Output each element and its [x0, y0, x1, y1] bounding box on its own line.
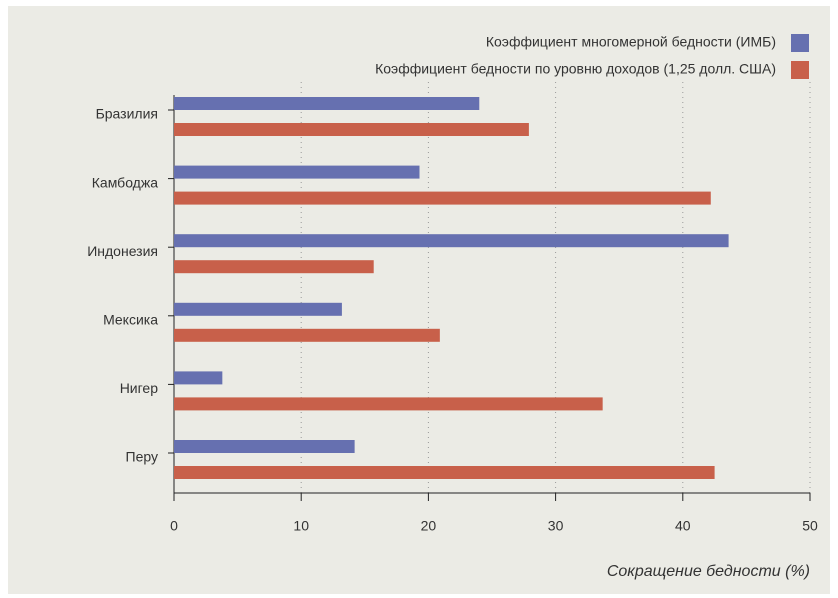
x-tick-label: 50 [802, 518, 818, 534]
legend-swatch [791, 61, 809, 79]
y-tick-label: Перу [126, 449, 158, 465]
y-tick-label: Камбоджа [92, 174, 158, 190]
bar [174, 234, 729, 248]
chart-background [8, 6, 830, 594]
bar [174, 97, 480, 110]
legend-label: Коэффициент многомерной бедности (ИМБ) [486, 34, 776, 50]
bar [174, 328, 440, 342]
bar [174, 260, 374, 274]
bar [174, 371, 223, 385]
x-tick-label: 20 [421, 518, 437, 534]
bar [174, 191, 711, 205]
x-tick-label: 30 [548, 518, 564, 534]
bar [174, 397, 603, 411]
bar [174, 466, 715, 479]
x-tick-label: 10 [293, 518, 309, 534]
bar [174, 302, 342, 316]
bar [174, 123, 529, 136]
y-tick-label: Мексика [103, 312, 158, 328]
bar [174, 440, 355, 453]
legend-label: Коэффициент бедности по уровню доходов (… [375, 61, 776, 77]
x-tick-label: 0 [170, 518, 178, 534]
legend-swatch [791, 34, 809, 52]
bar [174, 165, 420, 179]
x-tick-label: 40 [675, 518, 691, 534]
y-tick-label: Индонезия [87, 243, 158, 259]
x-axis-label: Сокращение бедности (%) [607, 563, 810, 580]
y-tick-label: Нигер [120, 380, 159, 396]
y-tick-label: Бразилия [96, 106, 158, 122]
